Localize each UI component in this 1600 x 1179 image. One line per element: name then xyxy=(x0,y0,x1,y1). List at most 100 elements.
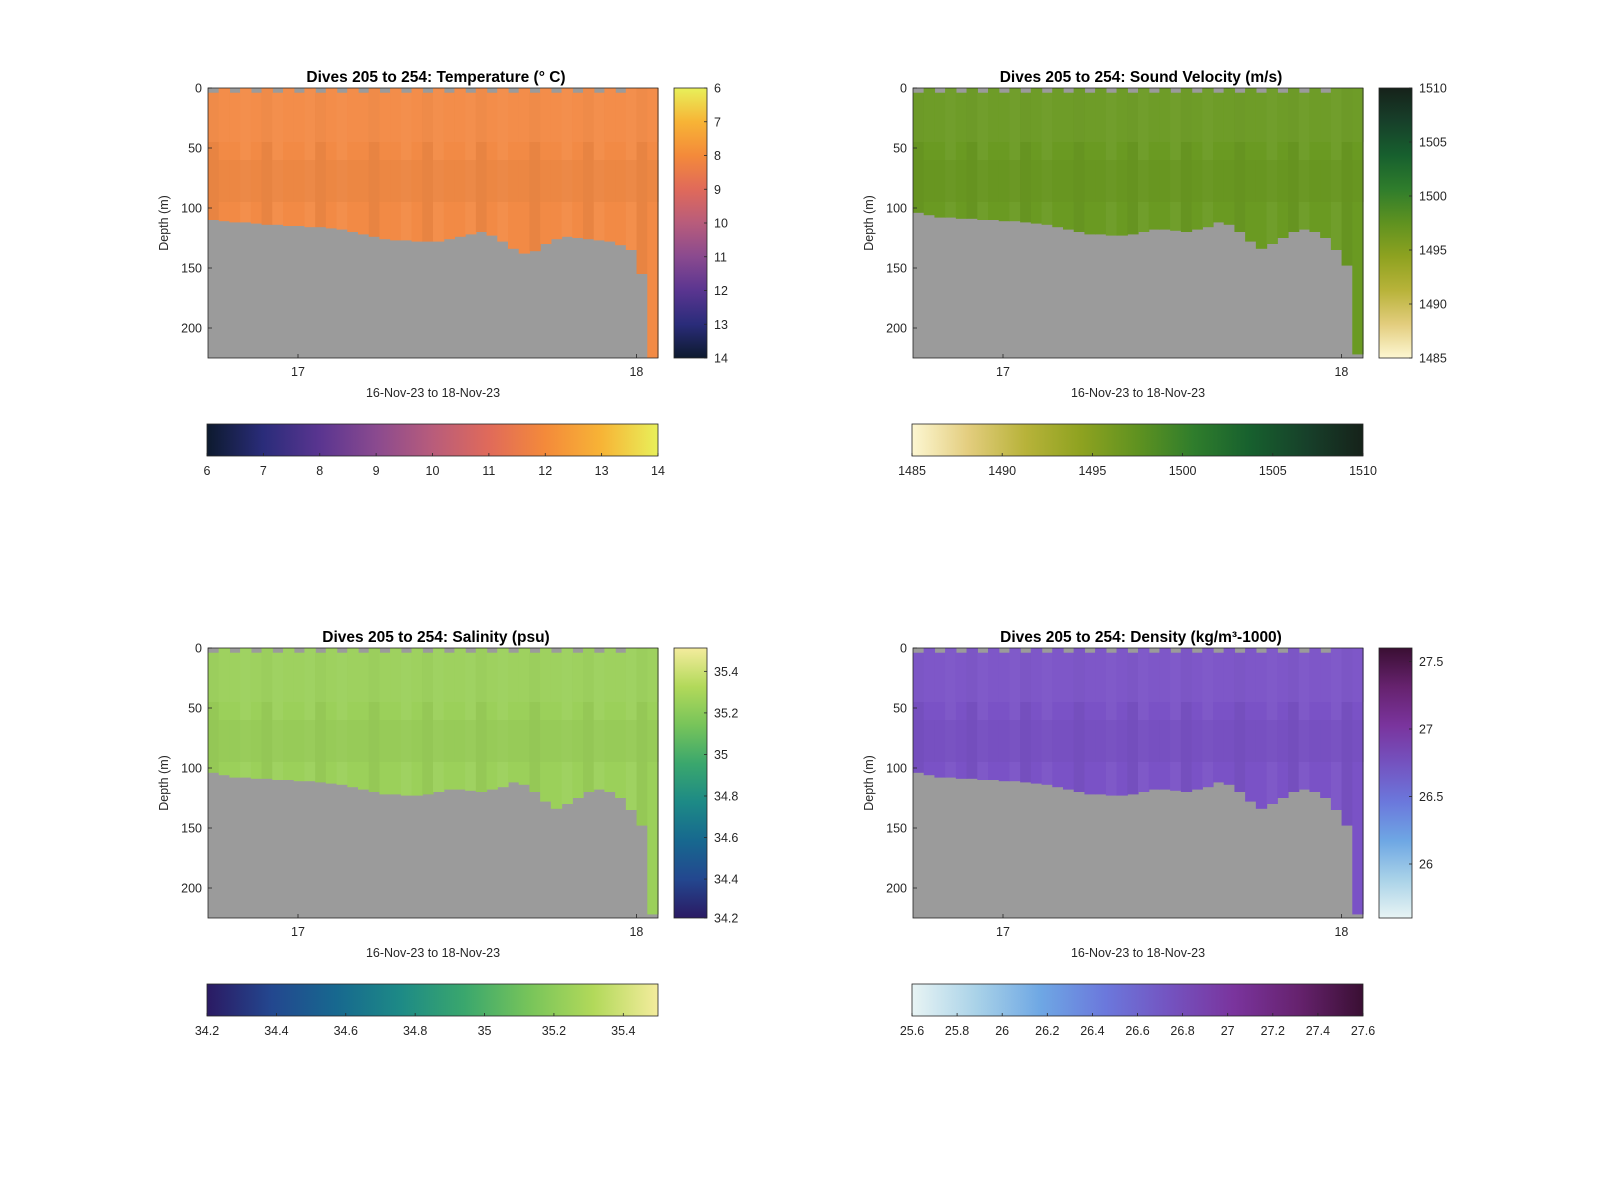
x-axis-label: 16-Nov-23 to 18-Nov-23 xyxy=(366,946,500,960)
mid-layer-cell xyxy=(955,160,968,202)
hbar-tick-label: 26.2 xyxy=(1035,1024,1059,1038)
surface-layer-cell xyxy=(325,648,338,702)
mid-layer-cell xyxy=(218,720,231,762)
water-cell xyxy=(923,648,936,776)
mid-layer-cell xyxy=(433,160,445,202)
hbar-tick-label: 35.2 xyxy=(542,1024,566,1038)
surface-layer-cell xyxy=(1330,648,1343,702)
surface-layer-cell xyxy=(998,652,1011,702)
mid-layer-cell xyxy=(1138,160,1150,202)
water-cell xyxy=(261,648,273,779)
water-cell xyxy=(240,648,252,778)
y-tick-label: 100 xyxy=(181,762,202,776)
hbar-tick-label: 27.6 xyxy=(1351,1024,1375,1038)
mid-layer-cell xyxy=(1202,720,1214,762)
surface-layer-cell xyxy=(454,88,466,142)
surface-layer-cell xyxy=(1041,92,1053,142)
mid-layer-cell xyxy=(1320,720,1332,762)
mid-layer-cell xyxy=(945,160,957,202)
mid-layer-cell xyxy=(583,160,595,202)
surface-layer-cell xyxy=(1095,88,1107,142)
hbar-tick-label: 35 xyxy=(478,1024,492,1038)
water-cell xyxy=(218,88,231,222)
y-axis-label: Depth (m) xyxy=(157,195,171,251)
water-cell xyxy=(1030,648,1043,784)
surface-layer-cell xyxy=(368,88,381,142)
panel-density: Dives 205 to 254: Density (kg/m³-1000) 0… xyxy=(862,629,1443,1038)
mid-layer-cell xyxy=(325,720,338,762)
surface-layer-cell xyxy=(955,652,968,702)
mid-layer-cell xyxy=(593,160,606,202)
surface-layer-cell xyxy=(411,88,423,142)
colorbar-tick-label: 35 xyxy=(714,748,728,762)
colorbar-tick-label: 1510 xyxy=(1419,82,1447,96)
water-cell xyxy=(1202,648,1214,788)
surface-layer-cell xyxy=(218,88,231,142)
water-cell xyxy=(250,652,263,779)
surface-layer-cell xyxy=(208,92,220,142)
mid-layer-cell xyxy=(475,720,488,762)
mid-layer-cell xyxy=(229,720,241,762)
panel-temperature: Dives 205 to 254: Temperature (° C) 0 50 1… xyxy=(157,69,728,478)
y-tick-label: 0 xyxy=(900,642,907,656)
panel-salinity: Dives 205 to 254: Salinity (psu) 0 50 100 1… xyxy=(157,629,738,1038)
surface-layer-cell xyxy=(518,648,531,702)
mid-layer-cell xyxy=(304,160,316,202)
surface-layer-cell xyxy=(1073,648,1086,702)
water-cell xyxy=(998,652,1011,782)
surface-layer-cell xyxy=(923,88,936,142)
water-cell xyxy=(261,88,273,225)
colorbar-tick-label: 1485 xyxy=(1419,352,1447,366)
mid-layer-cell xyxy=(293,160,306,202)
surface-layer-cell xyxy=(913,652,925,702)
mid-layer-cell xyxy=(1191,160,1203,202)
surface-layer-cell xyxy=(604,88,616,142)
water-cell xyxy=(1020,92,1032,223)
surface-layer-cell xyxy=(443,92,456,142)
x-tick-label: 18 xyxy=(1334,925,1348,939)
water-cell xyxy=(347,648,359,788)
mid-layer-cell xyxy=(272,720,284,762)
hbar-tick-label: 9 xyxy=(373,464,380,478)
mid-layer-cell xyxy=(604,160,616,202)
water-cell xyxy=(988,88,1000,220)
mid-layer-cell xyxy=(1266,160,1278,202)
water-cell xyxy=(977,652,989,780)
water-cell xyxy=(923,88,936,216)
mid-layer-cell xyxy=(1180,160,1193,202)
hbar-tick-label: 25.8 xyxy=(945,1024,969,1038)
water-cell xyxy=(208,92,220,220)
water-cell xyxy=(229,652,241,778)
mid-layer-cell xyxy=(518,720,531,762)
mid-layer-cell xyxy=(497,720,509,762)
mid-layer-cell xyxy=(379,160,391,202)
water-cell xyxy=(977,92,989,220)
water-cell xyxy=(508,652,520,783)
surface-layer-cell xyxy=(465,92,477,142)
surface-layer-cell xyxy=(1245,648,1257,702)
water-cell xyxy=(1159,648,1171,790)
surface-layer-cell xyxy=(988,88,1000,142)
hbar-tick-label: 1505 xyxy=(1259,464,1287,478)
mid-layer-cell xyxy=(604,720,616,762)
surface-layer-cell xyxy=(550,92,563,142)
surface-layer-cell xyxy=(647,648,659,702)
colorbar-tick-label: 6 xyxy=(714,82,721,96)
surface-layer-cell xyxy=(379,652,391,702)
mid-layer-cell xyxy=(593,720,606,762)
surface-layer-cell xyxy=(250,652,263,702)
mid-layer-cell xyxy=(529,720,541,762)
surface-layer-cell xyxy=(1213,652,1225,702)
water-cell xyxy=(250,92,263,224)
surface-layer-cell xyxy=(561,88,573,142)
colorbar-tick-label: 1495 xyxy=(1419,244,1447,258)
surface-layer-cell xyxy=(422,92,434,142)
colorbar-tick-label: 14 xyxy=(714,352,728,366)
colorbar-tick-label: 10 xyxy=(714,217,728,231)
surface-layer-cell xyxy=(1223,88,1236,142)
mid-layer-cell xyxy=(1159,160,1171,202)
surface-layer-cell xyxy=(250,92,263,142)
x-tick-label: 18 xyxy=(1334,365,1348,379)
mid-layer-cell xyxy=(1352,720,1364,762)
